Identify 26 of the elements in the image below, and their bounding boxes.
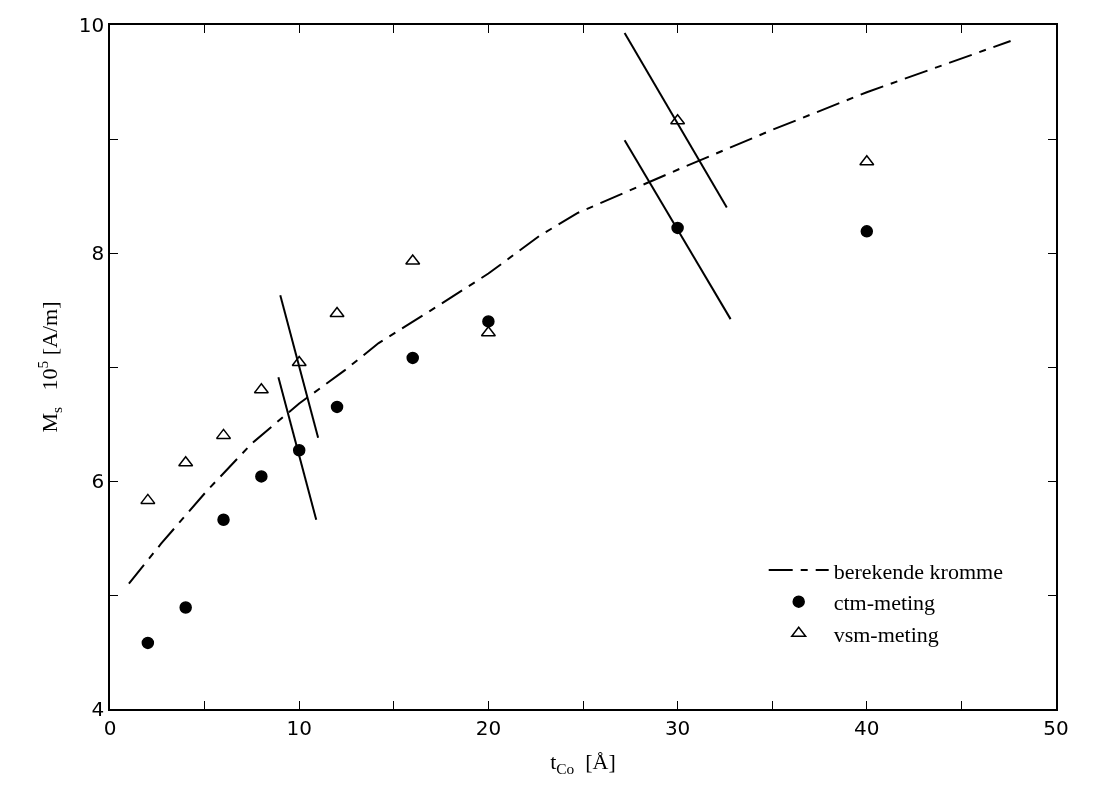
point	[141, 636, 155, 650]
legend-label: ctm-meting	[833, 590, 936, 616]
point	[140, 493, 156, 505]
point	[215, 428, 232, 440]
y-tick-label: 6	[91, 469, 105, 493]
point	[330, 400, 344, 414]
y-tick-label: 4	[91, 697, 105, 721]
point	[255, 470, 268, 483]
x-tick-label: 10	[286, 715, 312, 740]
point	[329, 306, 345, 318]
x-axis-title: t$_{Co}$ [Å]	[550, 749, 616, 777]
point	[860, 225, 874, 238]
x-tick-label: 20	[475, 715, 502, 740]
point	[406, 351, 419, 365]
x-tick-label: 30	[664, 715, 691, 740]
x-tick-label: 0	[103, 715, 117, 740]
point	[291, 355, 307, 367]
x-tick-label: 50	[1043, 715, 1069, 740]
legend-label: vsm-meting	[833, 621, 939, 647]
point	[482, 315, 495, 328]
x-tick-label: 40	[854, 715, 880, 740]
point	[179, 601, 192, 614]
point	[217, 513, 230, 527]
y-tick-label: 10	[78, 13, 105, 37]
legend-label: berekende kromme	[833, 558, 1003, 584]
y-tick-label: 8	[91, 241, 105, 265]
